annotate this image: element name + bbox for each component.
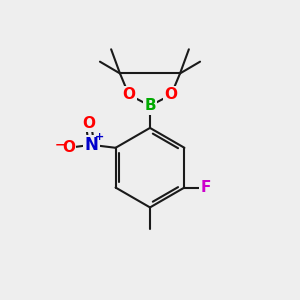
Text: F: F — [200, 180, 211, 195]
Text: O: O — [82, 116, 95, 131]
Text: O: O — [122, 87, 135, 102]
Text: B: B — [144, 98, 156, 113]
Text: −: − — [54, 139, 65, 152]
Text: O: O — [62, 140, 75, 155]
Text: N: N — [85, 136, 98, 154]
Text: O: O — [165, 87, 178, 102]
Text: +: + — [95, 132, 104, 142]
